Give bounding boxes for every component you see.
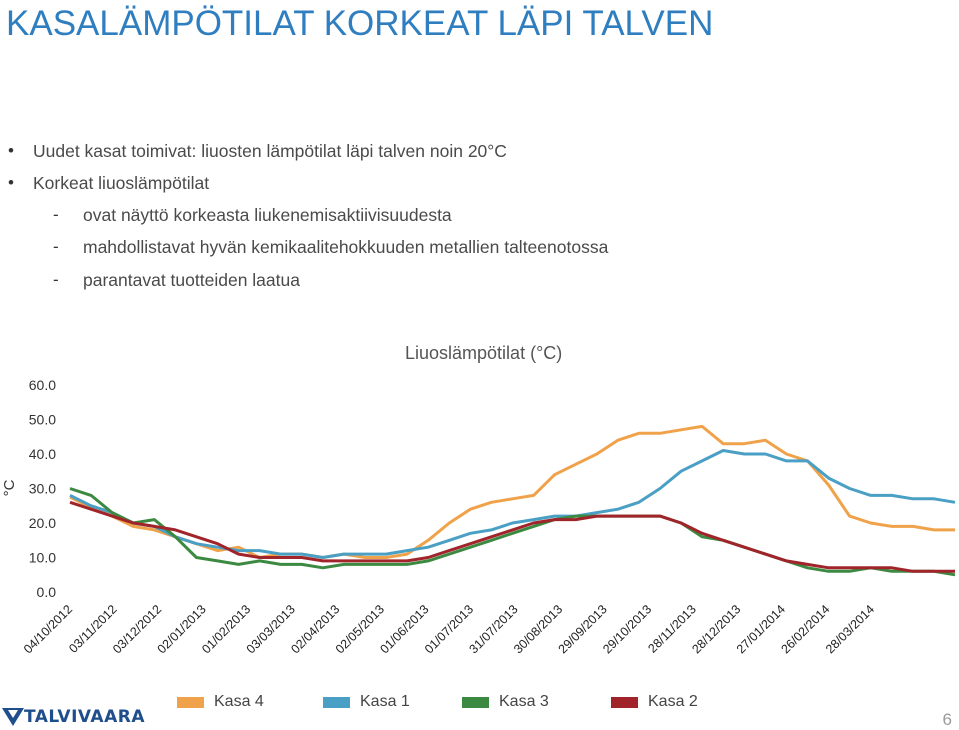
bullet-text: Korkeat liuoslämpötilat <box>33 173 210 193</box>
chart-title: Liuoslämpötilat (°C) <box>405 343 563 363</box>
bullet-marker: • <box>8 173 14 192</box>
legend-item-kasa-2: Kasa 2 <box>611 690 698 714</box>
bullet-text: Uudet kasat toimivat: liuosten lämpötila… <box>33 141 507 161</box>
sub-bullet-text: mahdollistavat hyvän kemikaalitehokkuude… <box>83 237 609 257</box>
y-tick-label: 30.0 <box>29 481 56 497</box>
series-line-kasa-2 <box>69 500 955 573</box>
legend-item-kasa-4: Kasa 4 <box>177 690 264 714</box>
talvivaara-logo: TALVIVAARA <box>2 706 145 728</box>
y-tick-label: 60.0 <box>29 377 56 393</box>
logo-text: TALVIVAARA <box>24 707 145 727</box>
legend-label: Kasa 1 <box>360 693 410 710</box>
legend-label: Kasa 2 <box>648 693 698 710</box>
logo-icon <box>2 708 24 726</box>
sub-bullet-text: parantavat tuotteiden laatua <box>83 270 300 290</box>
x-tick-label: 29/10/2013 <box>600 602 654 656</box>
legend-item-kasa-3: Kasa 3 <box>462 690 549 714</box>
y-tick-label: 40.0 <box>29 446 56 462</box>
y-axis-label: °C <box>1 479 18 496</box>
sub-bullet-marker: - <box>53 205 59 224</box>
slide-title: KASALÄMPÖTILAT KORKEAT LÄPI TALVEN <box>6 4 714 43</box>
sub-bullet-text: ovat näyttö korkeasta liukenemisaktiivis… <box>83 205 452 225</box>
series-line-kasa-3 <box>69 487 956 577</box>
sub-bullet-marker: - <box>53 237 59 256</box>
series-line-kasa-1 <box>69 449 956 559</box>
bullet-marker: • <box>8 141 14 160</box>
x-tick-label: 04/10/2012 <box>21 602 75 656</box>
legend-label: Kasa 3 <box>499 693 549 710</box>
legend-label: Kasa 4 <box>214 693 264 710</box>
x-tick-label: 28/03/2014 <box>823 602 877 656</box>
y-tick-label: 10.0 <box>29 550 56 566</box>
y-tick-label: 20.0 <box>29 515 56 531</box>
page-number: 6 <box>942 710 952 729</box>
temperature-chart: °C60.050.040.030.020.010.00.004/10/20120… <box>1 377 956 656</box>
chart-legend: Kasa 4 Kasa 1 Kasa 3 Kasa 2 <box>0 690 959 714</box>
legend-swatch <box>323 696 350 708</box>
legend-swatch <box>611 696 638 708</box>
legend-item-kasa-1: Kasa 1 <box>323 690 410 714</box>
legend-swatch <box>177 696 204 708</box>
y-tick-label: 0.0 <box>37 584 57 600</box>
sub-bullet-marker: - <box>53 270 59 289</box>
y-tick-label: 50.0 <box>29 412 56 428</box>
legend-swatch <box>462 696 489 708</box>
